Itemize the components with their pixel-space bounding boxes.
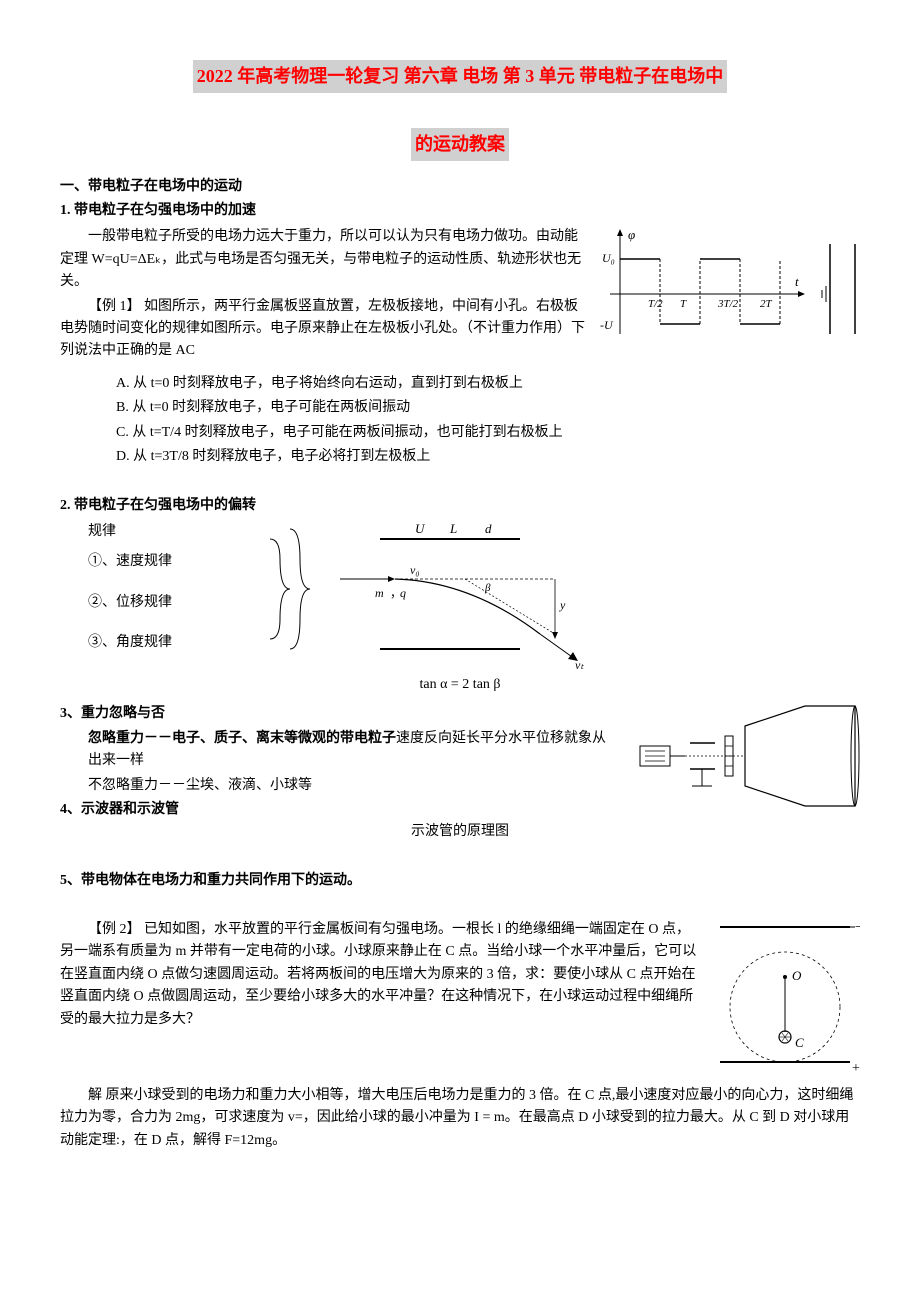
svg-text:β: β bbox=[484, 582, 491, 594]
sub2-heading: 2. 带电粒子在匀强电场中的偏转 bbox=[60, 495, 860, 517]
svg-text:d: d bbox=[485, 521, 492, 536]
svg-text:T/2: T/2 bbox=[648, 298, 663, 310]
svg-text:U₀: U₀ bbox=[602, 251, 615, 265]
sub4-heading: 4、示波器和示波管 bbox=[60, 799, 620, 821]
example2-text: 【例 2】 已知如图，水平放置的平行金属板间有匀强电场。一根长 l 的绝缘细绳一… bbox=[60, 919, 700, 1031]
option-c: C. 从 t=T/4 时刻释放电子，电子可能在两板间振动，也可能打到右极板上 bbox=[60, 422, 860, 444]
rule3: ③、角度规律 bbox=[60, 632, 260, 654]
sub3-line1: 忽略重力－－电子、质子、离末等微观的带电粒子速度反向延长平分水平位移就象从 出来… bbox=[60, 728, 620, 773]
svg-text:−: − bbox=[855, 920, 860, 935]
svg-text:m: m bbox=[375, 586, 384, 600]
svg-text:C: C bbox=[795, 1035, 804, 1050]
option-b: B. 从 t=0 时刻释放电子，电子可能在两板间振动 bbox=[60, 397, 860, 419]
deflection-figure: U L d v₀ m ， q y vₜ β bbox=[320, 519, 620, 669]
option-d: D. 从 t=3T/8 时刻释放电子，电子必将打到左极板上 bbox=[60, 446, 860, 468]
example2-solution: 解 原来小球受到的电场力和重力大小相等，增大电压后电场力是重力的 3 倍。在 C… bbox=[60, 1085, 860, 1152]
svg-text:2T: 2T bbox=[760, 298, 773, 310]
svg-text:U: U bbox=[415, 521, 426, 536]
svg-text:φ: φ bbox=[628, 227, 635, 242]
voltage-graph-figure: φ U₀ -U t T/2 T 3T/2 2T bbox=[600, 224, 860, 354]
sub1-para1: 一般带电粒子所受的电场力远大于重力，所以可以认为只有电场力做功。由动能定理 W=… bbox=[60, 226, 590, 293]
pendulum-figure: − + O C bbox=[710, 917, 860, 1077]
doc-title-line1: 2022 年高考物理一轮复习 第六章 电场 第 3 单元 带电粒子在电场中 bbox=[193, 60, 728, 93]
svg-text:t: t bbox=[795, 274, 799, 289]
sub3-line2: 不忽略重力－－尘埃、液滴、小球等 bbox=[60, 775, 620, 797]
svg-text:q: q bbox=[400, 586, 406, 600]
svg-text:O: O bbox=[792, 968, 802, 983]
formula-tan: tan α = 2 tan β bbox=[60, 674, 860, 696]
doc-title-line2: 的运动教案 bbox=[411, 128, 509, 161]
svg-text:L: L bbox=[449, 521, 457, 536]
svg-text:-U: -U bbox=[600, 318, 614, 332]
svg-text:v₀: v₀ bbox=[410, 563, 420, 577]
rule1: ①、速度规律 bbox=[60, 551, 260, 573]
rules-label: 规律 bbox=[60, 521, 260, 543]
section-1-heading: 一、带电粒子在电场中的运动 bbox=[60, 176, 860, 198]
sub5-heading: 5、带电物体在电场力和重力共同作用下的运动。 bbox=[60, 870, 860, 892]
svg-text:vₜ: vₜ bbox=[575, 658, 584, 669]
option-a: A. 从 t=0 时刻释放电子，电子将始终向右运动，直到打到右极板上 bbox=[60, 373, 860, 395]
example1-text: 【例 1】 如图所示，两平行金属板竖直放置，左极板接地，中间有小孔。右极板电势随… bbox=[60, 296, 590, 363]
oscilloscope-caption: 示波管的原理图 bbox=[60, 821, 860, 843]
rule2: ②、位移规律 bbox=[60, 592, 260, 614]
svg-text:3T/2: 3T/2 bbox=[717, 298, 739, 310]
svg-text:+: + bbox=[852, 1061, 860, 1076]
svg-text:y: y bbox=[559, 598, 566, 612]
oscilloscope-figure bbox=[630, 701, 860, 811]
svg-text:T: T bbox=[680, 298, 687, 310]
sub-1-heading: 1. 带电粒子在匀强电场中的加速 bbox=[60, 200, 860, 222]
brace-figure bbox=[260, 519, 320, 659]
sub3-heading: 3、重力忽略与否 bbox=[60, 703, 620, 725]
